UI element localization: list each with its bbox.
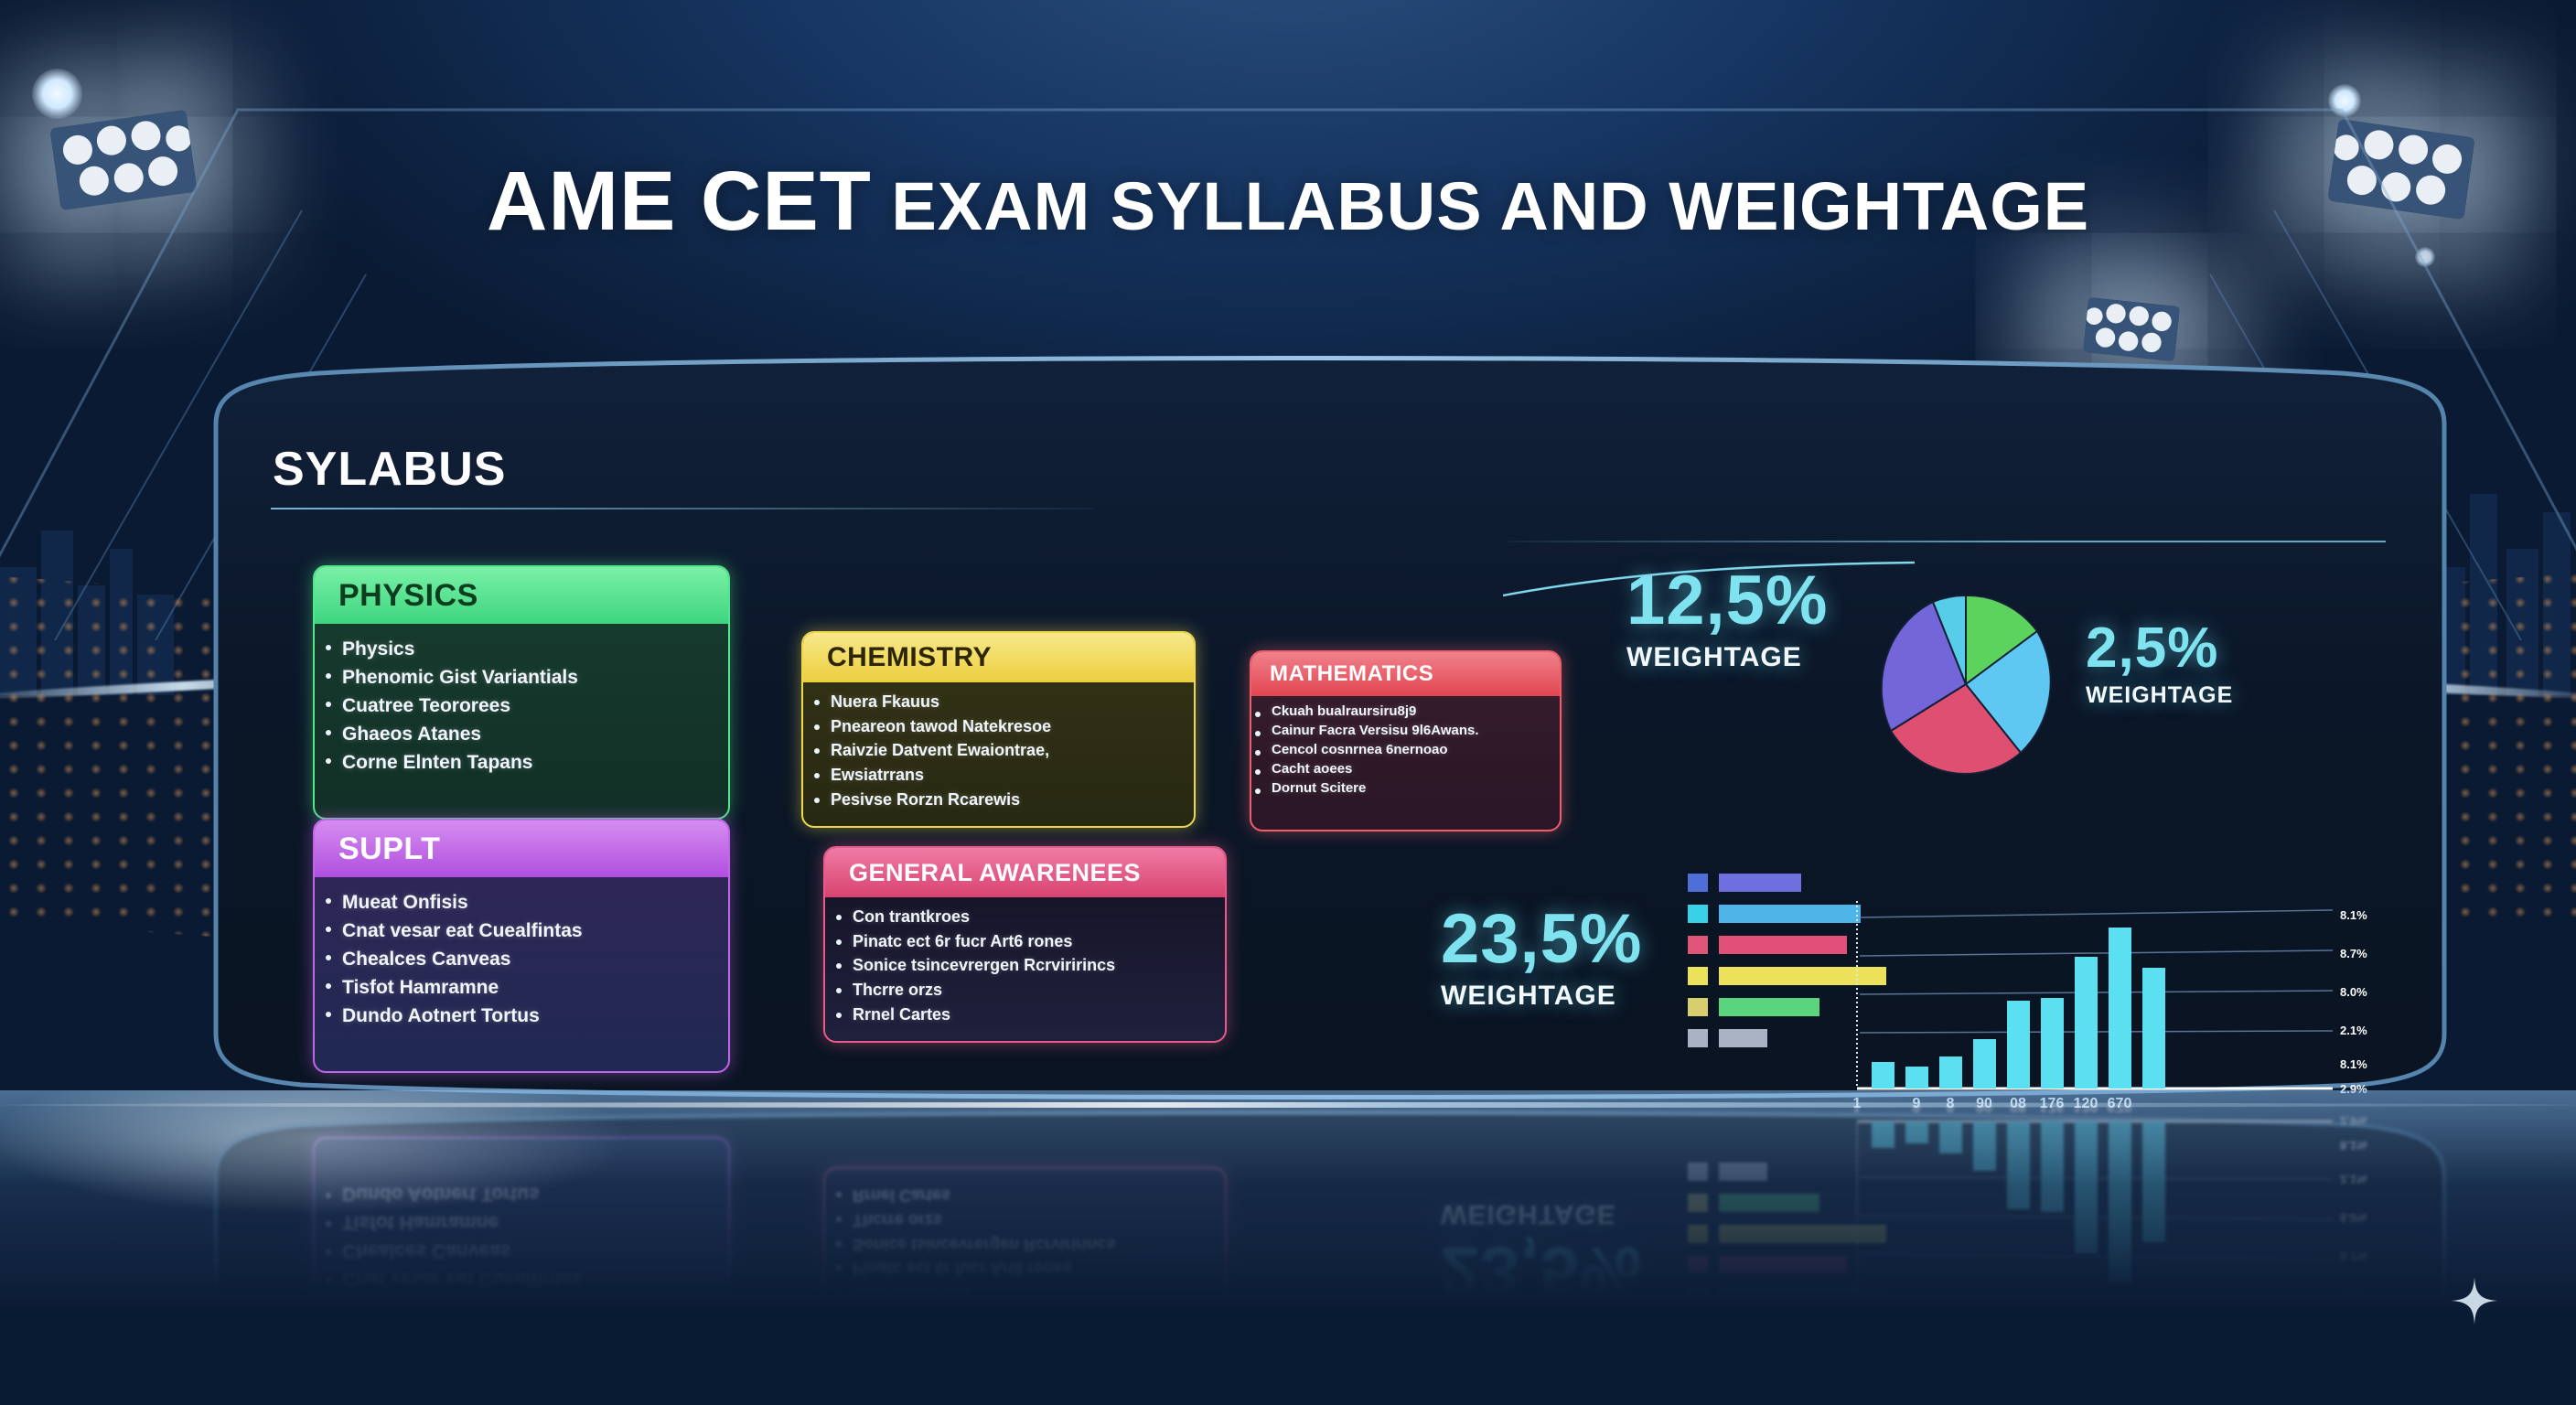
svg-text:8.7%: 8.7% (2340, 1249, 2367, 1263)
svg-text:2.9%: 2.9% (2340, 1114, 2367, 1128)
svg-text:8.1%: 8.1% (2340, 1057, 2367, 1071)
svg-text:8: 8 (1947, 1105, 1955, 1114)
svg-text:90: 90 (1976, 1105, 1992, 1114)
svg-text:670: 670 (2108, 1105, 2132, 1114)
svg-text:08: 08 (2010, 1105, 2026, 1114)
svg-text:8.7%: 8.7% (2340, 947, 2367, 960)
svg-text:120: 120 (2074, 1105, 2098, 1114)
svg-text:8.0%: 8.0% (2340, 985, 2367, 999)
svg-text:8.1%: 8.1% (2340, 1288, 2367, 1302)
svg-text:8.0%: 8.0% (2340, 1211, 2367, 1225)
svg-text:176: 176 (2040, 1105, 2065, 1114)
svg-text:8.1%: 8.1% (2340, 908, 2367, 922)
svg-text:8.1%: 8.1% (2340, 1139, 2367, 1153)
svg-text:2.1%: 2.1% (2340, 1024, 2367, 1037)
svg-text:9: 9 (1913, 1105, 1921, 1114)
svg-text:1: 1 (1853, 1105, 1862, 1114)
svg-text:2.1%: 2.1% (2340, 1173, 2367, 1186)
